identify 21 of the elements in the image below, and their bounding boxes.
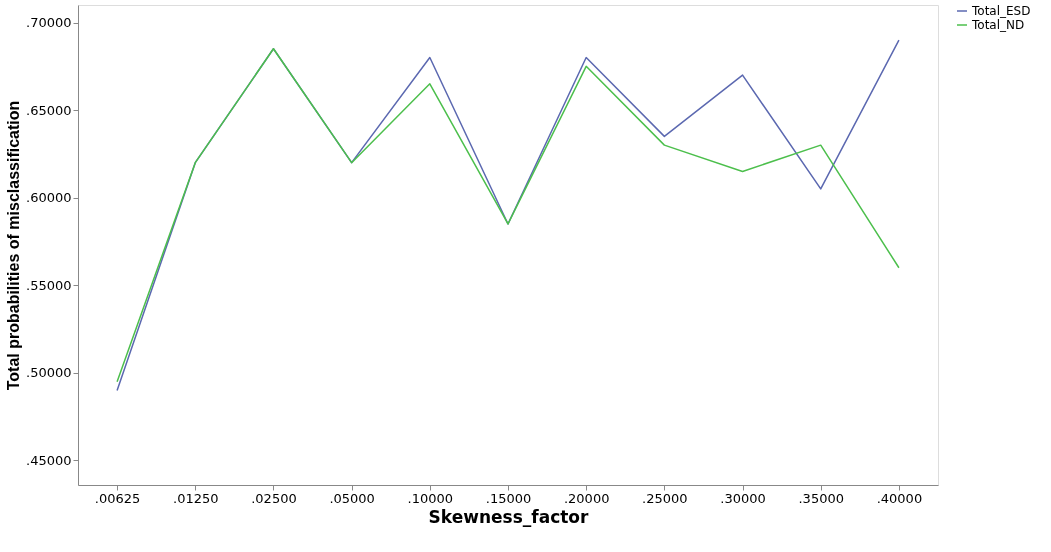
y-tick-label: .60000 <box>26 190 72 206</box>
x-tick-label: .00625 <box>94 490 141 506</box>
y-tick-label: .70000 <box>26 15 72 31</box>
x-tick-label: .40000 <box>876 490 923 506</box>
y-tick-label: .55000 <box>26 277 72 293</box>
legend-label: Total_ND <box>971 18 1025 32</box>
x-tick-label: .15000 <box>485 490 532 506</box>
legend-label: Total_ESD <box>971 4 1031 18</box>
x-tick-label: .30000 <box>720 490 766 506</box>
y-tick-label: .50000 <box>26 365 72 381</box>
x-tick-label: .01250 <box>173 490 219 506</box>
y-axis-title: Total probabilities of misclassification <box>5 100 23 391</box>
y-tick-label: .45000 <box>26 452 72 468</box>
x-axis-title: Skewness_factor <box>428 506 590 527</box>
x-tick-label: .05000 <box>329 490 375 506</box>
x-tick-label: .10000 <box>407 490 454 506</box>
x-tick-label: .35000 <box>798 490 844 506</box>
x-tick-label: .20000 <box>563 490 610 506</box>
x-tick-label: .02500 <box>251 490 297 506</box>
x-tick-label: .25000 <box>642 490 688 506</box>
y-tick-label: .65000 <box>26 102 72 118</box>
